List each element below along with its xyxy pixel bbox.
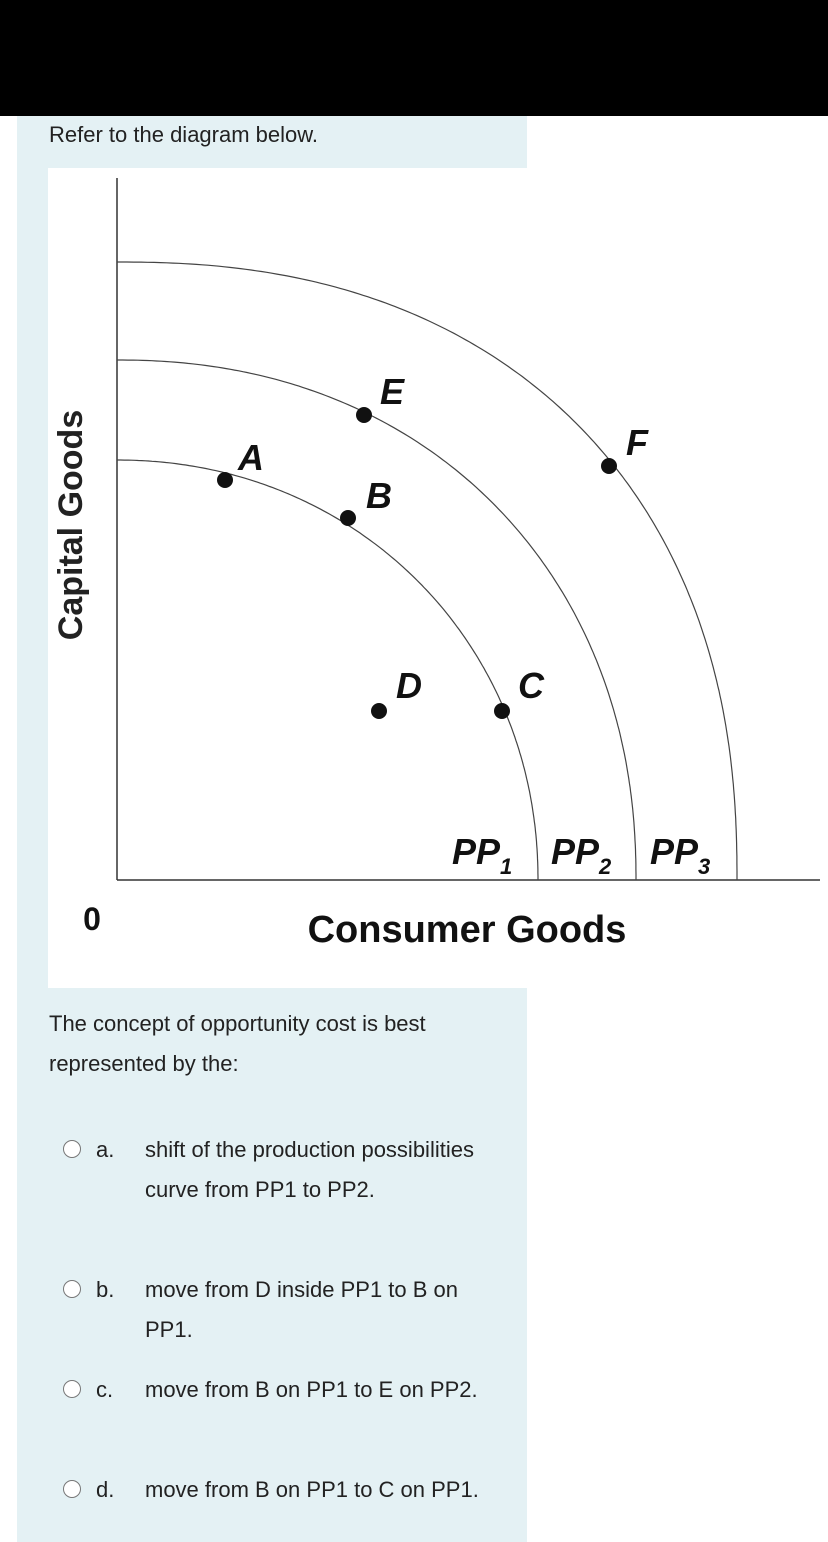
diagram-background: [48, 168, 527, 988]
radio-button[interactable]: [63, 1380, 81, 1398]
curve-label: PP2: [551, 831, 612, 879]
point-label: A: [237, 437, 264, 478]
point: [601, 458, 617, 474]
option-letter: a.: [96, 1137, 115, 1162]
option-text: move from D inside PP1 to B on PP1.: [145, 1277, 459, 1342]
curve-label-base: PP: [650, 831, 699, 872]
option-text: move from B on PP1 to E on PP2.: [145, 1377, 478, 1402]
radio-button[interactable]: [63, 1480, 81, 1498]
point: [217, 472, 233, 488]
curve-label-base: PP: [551, 831, 600, 872]
option-text: move from B on PP1 to C on PP1.: [145, 1477, 479, 1502]
pp-curve: [117, 359, 637, 880]
status-bar: [0, 0, 828, 116]
radio-button[interactable]: [63, 1280, 81, 1298]
point: [340, 510, 356, 526]
point-label: F: [626, 422, 649, 463]
point-label: D: [396, 665, 422, 706]
curve-label-base: PP: [452, 831, 501, 872]
intro-text: Refer to the diagram below.: [49, 122, 319, 147]
x-axis-label: Consumer Goods: [308, 909, 627, 951]
curve-label: PP1: [452, 831, 512, 879]
curve-label-subscript: 2: [598, 854, 612, 879]
point-label: E: [380, 371, 405, 412]
y-axis-label: Capital Goods: [52, 410, 90, 640]
point: [371, 703, 387, 719]
radio-button[interactable]: [63, 1140, 81, 1158]
question-text: The concept of opportunity cost is best …: [49, 1011, 426, 1076]
option-letter: d.: [96, 1477, 115, 1502]
curve-label-subscript: 1: [500, 854, 512, 879]
option-letter: c.: [96, 1377, 114, 1402]
point-label: B: [366, 475, 392, 516]
curve-label: PP3: [650, 831, 710, 879]
curve-label-subscript: 3: [698, 854, 710, 879]
point-label: C: [518, 665, 545, 706]
point: [356, 407, 372, 423]
origin-label: 0: [83, 901, 101, 937]
pp-curve: [117, 459, 539, 880]
pp-curve: [117, 261, 738, 880]
option-text: shift of the production possibilities cu…: [145, 1137, 474, 1202]
diagram: Capital Goods Consumer Goods 0 PP1 PP2 PP3…: [52, 178, 820, 951]
point: [494, 703, 510, 719]
option-letter: b.: [96, 1277, 115, 1302]
